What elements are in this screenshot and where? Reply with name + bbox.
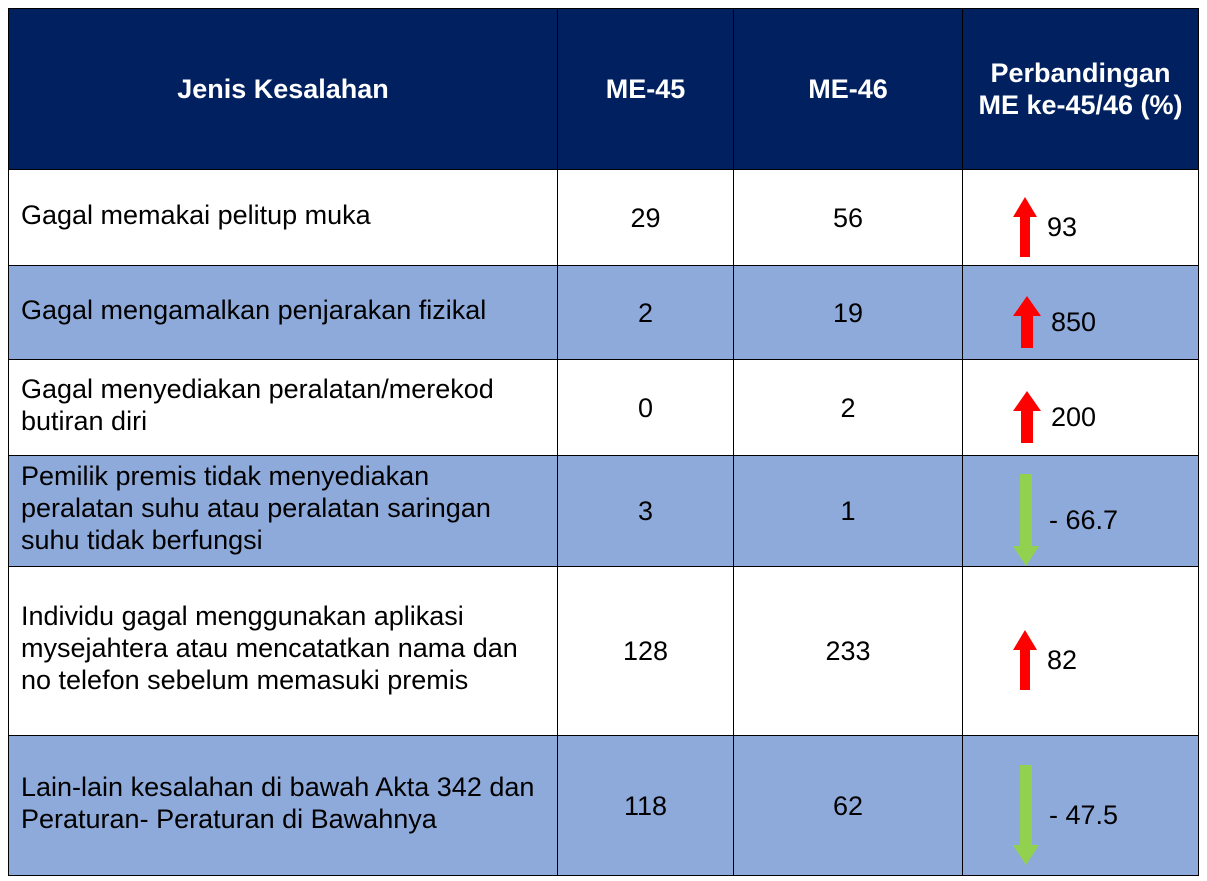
cell: 19	[733, 265, 963, 360]
row: Gagal memakai pelitup muka 29 56 93	[8, 169, 1199, 266]
cell: Pemilik premis tidak menyediakan peralat…	[8, 455, 558, 567]
up-arrow	[1013, 295, 1041, 348]
up-arrow	[1013, 196, 1037, 257]
up-arrow	[1013, 390, 1041, 443]
cell: 2	[557, 265, 734, 360]
up-arrow	[1013, 630, 1037, 690]
header-cell: Perbandingan ME ke-45/46 (%)	[962, 8, 1199, 170]
cell: 850	[962, 265, 1199, 360]
cell-text: 82	[1047, 645, 1078, 675]
header-row: Jenis Kesalahan ME-45 ME-46 Perbandingan…	[8, 8, 1199, 170]
header-cell: ME-46	[733, 8, 963, 170]
cell: Individu gagal menggunakan aplikasi myse…	[8, 566, 558, 736]
cell: 2	[733, 359, 963, 456]
row: Pemilik premis tidak menyediakan peralat…	[8, 455, 1199, 567]
header-cell: ME-45	[557, 8, 734, 170]
cell-text: 850	[1051, 306, 1097, 337]
cell-text: - 66.7	[1049, 505, 1119, 535]
cell: 200	[962, 359, 1199, 456]
cell: - 47.5	[962, 735, 1199, 876]
cell: 233	[733, 566, 963, 736]
cell: Gagal memakai pelitup muka	[8, 169, 558, 266]
cell: Gagal menyediakan peralatan/merekod buti…	[8, 359, 558, 456]
cell: - 66.7	[962, 455, 1199, 567]
row: Lain-lain kesalahan di bawah Akta 342 da…	[8, 735, 1199, 876]
down-arrow	[1013, 474, 1039, 566]
cell: Lain-lain kesalahan di bawah Akta 342 da…	[8, 735, 558, 876]
cell: Gagal mengamalkan penjarakan fizikal	[8, 265, 558, 360]
cell-text: - 47.5	[1049, 799, 1119, 830]
header-cell: Jenis Kesalahan	[8, 8, 558, 170]
violations-table: Jenis Kesalahan ME-45 ME-46 Perbandingan…	[8, 8, 1199, 876]
cell: 1	[733, 455, 963, 567]
cell: 93	[962, 169, 1199, 266]
cell: 3	[557, 455, 734, 567]
cell: 62	[733, 735, 963, 876]
row: Gagal menyediakan peralatan/merekod buti…	[8, 359, 1199, 456]
cell: 82	[962, 566, 1199, 736]
down-arrow	[1013, 764, 1039, 865]
cell: 56	[733, 169, 963, 266]
cell-text: 200	[1051, 401, 1097, 432]
row: Individu gagal menggunakan aplikasi myse…	[8, 566, 1199, 736]
cell-text: 93	[1047, 211, 1078, 242]
cell: 29	[557, 169, 734, 266]
cell: 128	[557, 566, 734, 736]
cell: 0	[557, 359, 734, 456]
row: Gagal mengamalkan penjarakan fizikal 2 1…	[8, 265, 1199, 360]
cell: 118	[557, 735, 734, 876]
